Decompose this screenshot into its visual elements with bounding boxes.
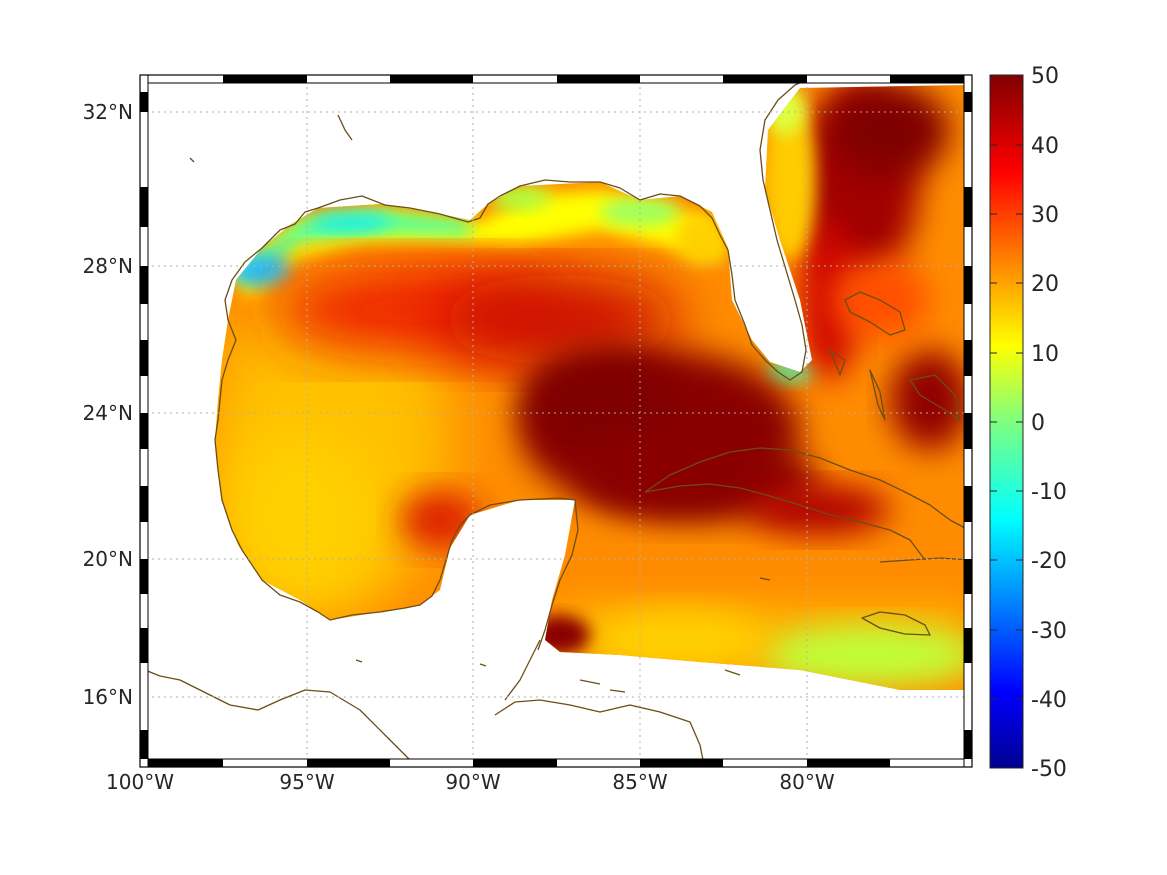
frame-bottom	[139, 758, 973, 768]
lon-tick-label: 100°W	[106, 770, 174, 794]
coast-bahamas	[829, 291, 961, 421]
lat-tick-label: 32°N	[83, 100, 133, 124]
lon-tick-label: 80°W	[779, 770, 834, 794]
coastlines	[140, 75, 971, 767]
lon-tick-label: 85°W	[612, 770, 667, 794]
coast-jamaica	[861, 611, 931, 636]
colorbar-tick-label: -50	[1031, 757, 1067, 782]
lon-tick-label: 90°W	[445, 770, 500, 794]
lat-tick-label: 20°N	[83, 547, 133, 571]
colorbar-tick-label: 40	[1031, 134, 1059, 159]
coast-islands	[189, 114, 771, 693]
coast-hispaniola	[879, 557, 971, 563]
frame-left	[139, 74, 149, 768]
coast-texas-mexico	[214, 207, 579, 651]
coast-central-america	[140, 639, 706, 767]
colorbar-tick-label: -10	[1031, 480, 1067, 505]
colorbar-tick-label: -40	[1031, 688, 1067, 713]
colorbar-tick-label: 10	[1031, 342, 1059, 367]
coast-cuba	[644, 447, 966, 561]
colorbar-tick-label: 50	[1031, 64, 1059, 89]
lon-labels: 100°W 95°W 90°W 85°W 80°W	[106, 770, 835, 794]
axes-frame	[139, 74, 973, 768]
lon-tick-label: 95°W	[279, 770, 334, 794]
lat-tick-label: 16°N	[83, 685, 133, 709]
data-field	[215, 85, 965, 690]
lat-tick-label: 28°N	[83, 254, 133, 278]
colorbar-tick-label: -30	[1031, 619, 1067, 644]
lat-labels: 32°N 28°N 24°N 20°N 16°N	[83, 100, 133, 709]
colorbar-tick-label: -20	[1031, 549, 1067, 574]
lat-tick-label: 24°N	[83, 401, 133, 425]
colorbar-labels: 50 40 30 20 10 0 -10 -20 -30 -40 -50	[1031, 64, 1067, 782]
colorbar-tick-label: 30	[1031, 203, 1059, 228]
colorbar-tick-label: 0	[1031, 411, 1045, 436]
coast-us-north	[317, 75, 816, 381]
frame-right	[963, 74, 973, 768]
colorbar-ticks	[990, 144, 1023, 700]
colorbar: 50 40 30 20 10 0 -10 -20 -30 -40 -50	[989, 64, 1067, 782]
frame-top	[139, 74, 973, 84]
gridlines	[140, 75, 972, 767]
colorbar-tick-label: 20	[1031, 272, 1059, 297]
